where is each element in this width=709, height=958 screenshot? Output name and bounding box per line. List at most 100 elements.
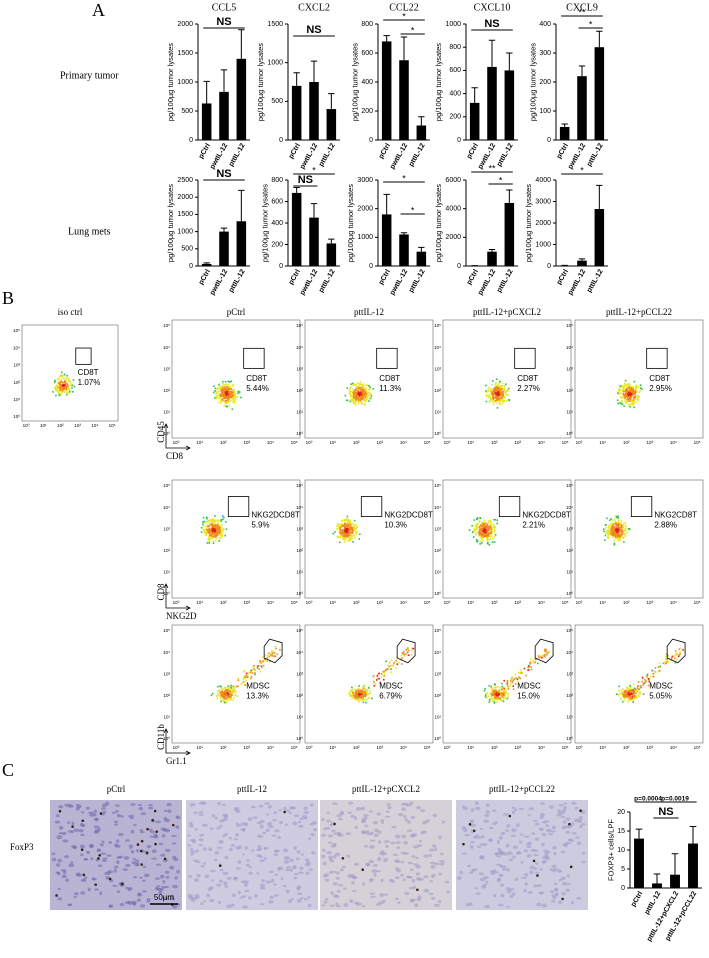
event-dot xyxy=(358,387,361,389)
event-dot xyxy=(504,697,506,699)
event-dot xyxy=(623,693,625,696)
event-dot xyxy=(219,685,221,687)
event-dot xyxy=(223,390,226,393)
event-dot xyxy=(484,531,487,534)
y-tick-label: 200 xyxy=(361,108,373,115)
cell-nucleus xyxy=(158,842,164,846)
significance-label: NS xyxy=(658,806,673,818)
event-dot xyxy=(54,388,57,390)
cell-nucleus xyxy=(531,832,535,836)
cell-nucleus xyxy=(114,804,120,807)
event-dot xyxy=(501,382,504,385)
event-dot xyxy=(630,689,633,692)
gate-name: MDSC xyxy=(246,681,270,690)
event-dot xyxy=(204,530,206,533)
event-dot xyxy=(610,532,612,534)
event-dot xyxy=(516,680,519,683)
y-tick-label: 4000 xyxy=(445,206,461,213)
cell-nucleus xyxy=(504,853,508,856)
gate-percent: 13.3% xyxy=(246,691,269,700)
event-dot xyxy=(254,669,257,671)
cell-nucleus xyxy=(385,810,390,813)
event-dot xyxy=(232,395,234,398)
event-dot xyxy=(219,394,221,397)
event-dot xyxy=(223,394,225,397)
event-dot xyxy=(622,691,624,694)
event-dot xyxy=(242,678,245,680)
flow-tick-label: 10⁴ xyxy=(670,600,677,605)
event-dot xyxy=(349,388,351,390)
event-dot xyxy=(607,537,610,540)
event-dot xyxy=(542,654,544,656)
event-dot xyxy=(353,534,355,536)
event-dot xyxy=(638,695,640,698)
event-dot xyxy=(214,531,216,534)
event-dot xyxy=(240,396,242,399)
cell-nucleus xyxy=(550,890,555,894)
positive-cell xyxy=(145,851,149,855)
event-dot xyxy=(223,697,226,700)
event-dot xyxy=(59,383,62,386)
event-dot xyxy=(383,671,386,674)
event-dot xyxy=(262,660,264,663)
y-tick-label: 1500 xyxy=(267,21,283,28)
event-dot xyxy=(373,680,375,683)
cell-nucleus xyxy=(267,825,274,829)
event-dot xyxy=(507,687,510,689)
event-dot xyxy=(677,655,680,658)
event-dot xyxy=(347,535,350,537)
event-dot xyxy=(395,659,398,662)
event-dot xyxy=(485,531,488,534)
event-dot xyxy=(634,390,637,392)
event-dot xyxy=(610,524,612,527)
event-dot xyxy=(229,400,231,402)
event-dot xyxy=(494,683,497,686)
event-dot xyxy=(500,688,502,691)
cell-nucleus xyxy=(325,826,331,830)
event-dot xyxy=(545,651,547,654)
cell-nucleus xyxy=(488,838,492,842)
cell-nucleus xyxy=(492,822,497,825)
event-dot xyxy=(60,375,62,378)
flow-tick-label: 10¹ xyxy=(599,745,606,750)
flow-tick-label: 10¹ xyxy=(196,600,203,605)
event-dot xyxy=(237,685,239,688)
event-dot xyxy=(207,529,210,531)
cell-nucleus xyxy=(560,850,566,854)
cell-nucleus xyxy=(332,855,337,859)
event-dot xyxy=(487,520,489,522)
cell-nucleus xyxy=(485,810,491,814)
cell-nucleus xyxy=(469,841,475,844)
cell-nucleus xyxy=(523,849,529,853)
cell-nucleus xyxy=(120,815,124,818)
flow-tick-label: 10³ xyxy=(515,440,522,445)
event-dot xyxy=(352,524,355,526)
event-dot xyxy=(355,404,357,406)
cell-nucleus xyxy=(128,814,135,818)
cell-nucleus xyxy=(477,836,482,839)
event-dot xyxy=(230,699,232,701)
event-dot xyxy=(492,687,494,690)
flow-tick-label: 10³ xyxy=(13,363,20,368)
cell-nucleus xyxy=(411,833,418,837)
event-dot xyxy=(504,692,507,694)
flow-tick-label: 10⁰ xyxy=(163,736,170,741)
event-dot xyxy=(360,689,362,692)
cell-nucleus xyxy=(190,852,194,856)
event-dot xyxy=(502,390,504,393)
flow-tick-label: 10² xyxy=(623,745,630,750)
flow-tick-label: 10⁵ xyxy=(566,323,573,328)
flow-tick-label: 10³ xyxy=(244,600,251,605)
event-dot xyxy=(497,388,499,391)
flow-tick-label: 10⁴ xyxy=(434,345,441,350)
y-tick-label: 1000 xyxy=(267,60,283,67)
event-dot xyxy=(218,384,220,387)
cell-nucleus xyxy=(268,870,274,874)
event-dot xyxy=(58,390,60,392)
event-dot xyxy=(221,699,224,701)
event-dot xyxy=(616,523,619,525)
event-dot xyxy=(215,397,218,400)
event-dot xyxy=(632,391,634,394)
event-dot xyxy=(356,697,359,699)
event-dot xyxy=(616,531,619,533)
